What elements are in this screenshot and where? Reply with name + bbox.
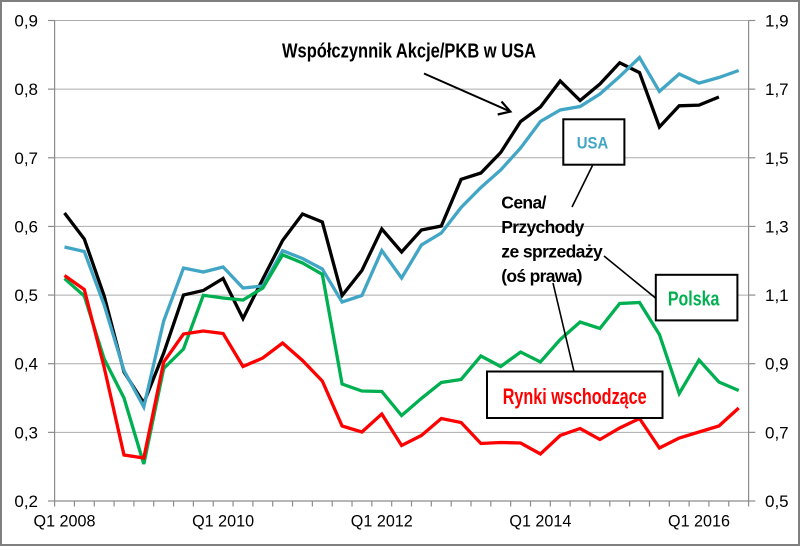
- svg-text:0,6: 0,6: [14, 217, 38, 236]
- svg-text:Cena/: Cena/: [501, 193, 546, 213]
- svg-text:Rynki wschodzące: Rynki wschodzące: [503, 384, 647, 409]
- svg-text:Q1 2016: Q1 2016: [668, 512, 730, 531]
- svg-text:0,2: 0,2: [14, 492, 38, 511]
- svg-text:0,5: 0,5: [14, 286, 38, 305]
- svg-text:1,9: 1,9: [765, 12, 789, 31]
- svg-text:0,7: 0,7: [765, 423, 789, 442]
- svg-text:(oś prawa): (oś prawa): [501, 266, 582, 286]
- svg-text:USA: USA: [577, 134, 609, 153]
- svg-text:0,9: 0,9: [14, 12, 38, 31]
- svg-text:Polska: Polska: [668, 287, 720, 310]
- svg-text:0,7: 0,7: [14, 149, 38, 168]
- svg-text:0,4: 0,4: [14, 355, 38, 374]
- svg-text:1,7: 1,7: [765, 80, 789, 99]
- svg-text:0,9: 0,9: [765, 355, 789, 374]
- svg-text:Przychody: Przychody: [501, 217, 584, 237]
- svg-text:1,3: 1,3: [765, 217, 789, 236]
- svg-text:Q1 2008: Q1 2008: [34, 512, 96, 531]
- svg-text:Q1 2014: Q1 2014: [509, 512, 571, 531]
- svg-text:1,1: 1,1: [765, 286, 789, 305]
- svg-text:Współczynnik Akcje/PKB w USA: Współczynnik Akcje/PKB w USA: [282, 41, 536, 63]
- svg-text:ze sprzedaży: ze sprzedaży: [501, 242, 603, 262]
- svg-text:Q1 2010: Q1 2010: [192, 512, 254, 531]
- svg-text:0,5: 0,5: [765, 492, 789, 511]
- svg-text:1,5: 1,5: [765, 149, 789, 168]
- svg-text:Q1 2012: Q1 2012: [351, 512, 413, 531]
- svg-text:0,3: 0,3: [14, 423, 38, 442]
- svg-text:0,8: 0,8: [14, 80, 38, 99]
